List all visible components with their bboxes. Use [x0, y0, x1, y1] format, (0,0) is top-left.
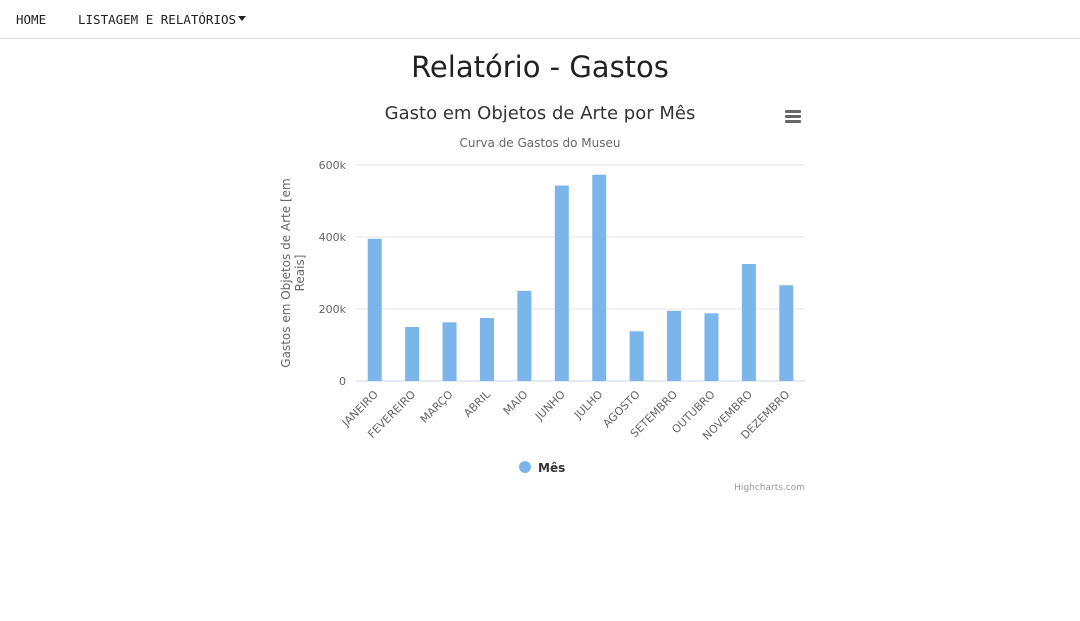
x-tick-label: JULHO — [571, 388, 605, 422]
x-tick-label: JUNHO — [532, 388, 568, 424]
bar — [442, 322, 457, 381]
x-tick-label: MAIO — [501, 388, 531, 418]
bar — [554, 185, 569, 381]
bar — [517, 291, 532, 381]
bar — [405, 327, 420, 381]
nav-reports-label: LISTAGEM E RELATÓRIOS — [78, 12, 237, 27]
bar — [367, 238, 382, 381]
hamburger-menu-icon[interactable] — [782, 106, 806, 126]
chart-title: Gasto em Objetos de Arte por Mês — [385, 103, 696, 124]
navbar: HOME LISTAGEM E RELATÓRIOS — [0, 0, 1080, 39]
bar — [779, 285, 794, 381]
bar — [479, 318, 494, 381]
bar-chart: Gasto em Objetos de Arte por Mês Curva de… — [279, 103, 805, 493]
nav-reports-dropdown[interactable]: LISTAGEM E RELATÓRIOS — [78, 12, 247, 27]
y-tick-label: 600k — [319, 159, 347, 172]
legend-marker — [519, 461, 531, 473]
y-axis-title: Gastos em Objetos de Arte [emReais] — [279, 178, 307, 367]
y-tick-label: 0 — [339, 375, 346, 388]
credits-link: Highcharts.com — [734, 483, 805, 493]
bar — [741, 264, 756, 381]
bar — [704, 313, 719, 381]
bar — [667, 310, 682, 381]
bar — [592, 174, 607, 381]
caret-down-icon — [238, 16, 247, 21]
page-title: Relatório - Gastos — [411, 50, 669, 84]
chart-subtitle: Curva de Gastos do Museu — [460, 136, 621, 150]
y-tick-label: 400k — [319, 231, 347, 244]
legend-label: Mês — [538, 461, 565, 475]
x-tick-label: ABRIL — [461, 387, 493, 419]
x-tick-label: MARÇO — [418, 388, 456, 426]
y-tick-label: 200k — [319, 303, 347, 316]
nav-home-link[interactable]: HOME — [16, 12, 47, 27]
bar — [629, 331, 644, 381]
